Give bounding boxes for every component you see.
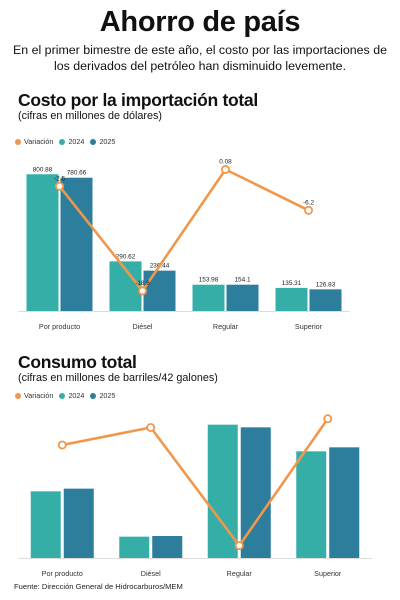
legend-item-variation: Variación (15, 137, 53, 146)
x-tick-label-0: Por producto (39, 322, 80, 331)
legend-item-2025: 2025 (90, 391, 115, 400)
variation-point-1 (146, 422, 156, 432)
value-label-2024-3: 135.31 (282, 280, 302, 287)
legend-swatch-variation (15, 138, 21, 145)
variation-point-3 (323, 414, 333, 424)
legend-label-variation: Variación (24, 391, 54, 400)
legend-swatch-2025 (90, 392, 97, 399)
chart1-subtitle: (cifras en millones de dólares) (18, 110, 163, 122)
legend-label-2025: 2025 (99, 137, 116, 146)
legend-label-2024: 2024 (68, 137, 85, 146)
variation-line (61, 418, 329, 547)
chart1-title: Costo por la importación total (18, 90, 258, 110)
bar-2024-0 (30, 491, 61, 558)
bar-2025-0 (63, 488, 94, 558)
chart2-plot: Por producto Diésel Regular Superior (18, 414, 372, 578)
chart2-title: Consumo total (18, 352, 137, 372)
bar-2024-3 (275, 287, 308, 311)
bar-2025-0 (60, 177, 93, 311)
variation-point-2 (220, 164, 230, 174)
bar-2024-0 (26, 174, 59, 311)
bar-2025-1 (152, 536, 183, 558)
x-tick-label-0: Por producto (42, 569, 83, 578)
x-tick-label-3: Superior (314, 569, 342, 578)
legend-swatch-variation (15, 392, 21, 399)
x-tick-label-2: Regular (213, 322, 239, 331)
value-label-2024-1: 290.62 (116, 253, 136, 260)
variation-point-0 (57, 440, 67, 450)
deck-text: En el primer bimestre de este año, el co… (13, 43, 387, 73)
legend-item-variation: Variación (15, 391, 53, 400)
chart2-subtitle: (cifras en millones de barriles/42 galon… (18, 372, 218, 384)
variation-label-1: -18.6 (135, 280, 150, 287)
legend-item-2024: 2024 (59, 137, 84, 146)
legend-swatch-2024 (59, 138, 66, 145)
value-label-2025-2: 154.1 (235, 277, 251, 284)
variation-label-0: -2.5 (54, 175, 65, 182)
chart1-legend: Variación 2024 2025 (15, 137, 121, 146)
variation-line (58, 168, 310, 293)
bar-2024-1 (119, 536, 150, 558)
legend-label-2025: 2025 (99, 391, 116, 400)
variation-label-2: 0.08 (219, 158, 232, 165)
value-label-2024-0: 800.88 (33, 166, 53, 173)
legend-swatch-2024 (59, 392, 66, 399)
legend-label-variation: Variación (24, 137, 54, 146)
bar-2024-3 (296, 451, 327, 558)
chart2-legend: Variación 2024 2025 (15, 391, 121, 400)
legend-item-2025: 2025 (90, 137, 115, 146)
bar-2025-3 (329, 447, 360, 558)
variation-point-2 (234, 541, 244, 551)
x-tick-label-2: Regular (227, 569, 253, 578)
legend-swatch-2025 (90, 138, 97, 145)
bar-2025-1 (143, 270, 176, 311)
variation-point-3 (303, 205, 313, 215)
value-label-2024-2: 153.98 (199, 277, 219, 284)
variation-point-1 (137, 286, 147, 296)
x-tick-label-1: Diésel (133, 322, 153, 331)
x-tick-label-3: Superior (295, 322, 323, 331)
legend-label-2024: 2024 (68, 391, 85, 400)
legend-item-2024: 2024 (59, 391, 84, 400)
value-label-2025-0: 780.66 (67, 170, 87, 177)
bar-2025-2 (226, 284, 259, 311)
value-label-2025-3: 126.83 (316, 281, 336, 288)
variation-point-0 (55, 181, 65, 191)
bar-2025-3 (309, 289, 342, 311)
headline: Ahorro de país (99, 6, 301, 38)
variation-label-3: -6.2 (303, 199, 314, 206)
x-tick-label-1: Diésel (141, 569, 161, 578)
bar-2024-2 (192, 284, 225, 311)
source-note: Fuente: Dirección General de Hidrocarbur… (14, 582, 183, 591)
